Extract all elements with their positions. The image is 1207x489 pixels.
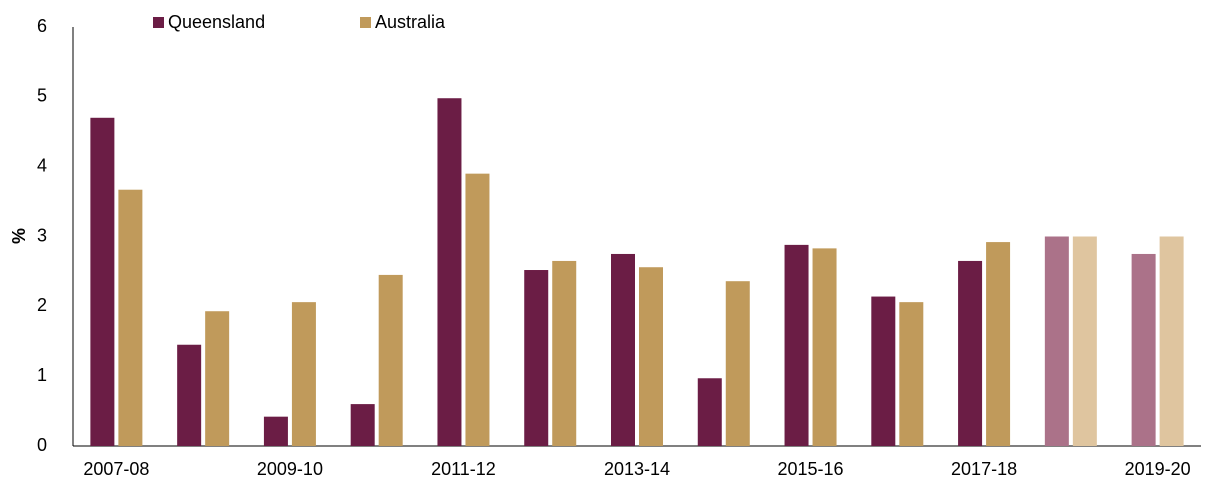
legend-swatch bbox=[153, 17, 164, 28]
x-tick-label: 2013-14 bbox=[604, 459, 670, 479]
bar bbox=[465, 173, 490, 446]
bar bbox=[378, 274, 403, 446]
x-tick-label: 2015-16 bbox=[778, 459, 844, 479]
bar bbox=[1044, 236, 1069, 446]
y-tick-label: 2 bbox=[37, 295, 47, 315]
x-tick-label: 2007-08 bbox=[83, 459, 149, 479]
bar bbox=[437, 98, 462, 446]
legend-swatch bbox=[360, 17, 371, 28]
bar bbox=[291, 302, 316, 446]
y-axis-label: % bbox=[9, 228, 29, 244]
x-tick-label: 2019-20 bbox=[1125, 459, 1191, 479]
bar bbox=[986, 242, 1011, 446]
bar bbox=[118, 189, 143, 446]
bar bbox=[1159, 236, 1184, 446]
y-tick-label: 6 bbox=[37, 16, 47, 36]
y-tick-label: 3 bbox=[37, 225, 47, 245]
legend-label: Queensland bbox=[168, 12, 265, 32]
bar bbox=[899, 302, 924, 446]
bar bbox=[871, 296, 896, 446]
bar bbox=[697, 378, 722, 446]
bar bbox=[725, 281, 750, 446]
bar bbox=[1072, 236, 1097, 446]
y-tick-label: 5 bbox=[37, 86, 47, 106]
bar bbox=[524, 270, 549, 446]
bar bbox=[812, 248, 837, 446]
bar bbox=[90, 117, 115, 447]
x-tick-label: 2017-18 bbox=[951, 459, 1017, 479]
bar bbox=[350, 404, 375, 446]
bar bbox=[958, 260, 983, 446]
y-tick-label: 0 bbox=[37, 435, 47, 455]
bar bbox=[1131, 253, 1156, 446]
bar bbox=[552, 260, 577, 446]
bar bbox=[177, 344, 202, 446]
bar bbox=[639, 267, 663, 446]
bar bbox=[205, 311, 230, 446]
legend-label: Australia bbox=[375, 12, 446, 32]
x-tick-label: 2009-10 bbox=[257, 459, 323, 479]
bar bbox=[611, 253, 635, 446]
bar bbox=[263, 416, 288, 446]
y-tick-label: 4 bbox=[37, 155, 47, 175]
y-tick-label: 1 bbox=[37, 365, 47, 385]
x-tick-label: 2011-12 bbox=[431, 459, 496, 479]
bar bbox=[784, 244, 809, 446]
